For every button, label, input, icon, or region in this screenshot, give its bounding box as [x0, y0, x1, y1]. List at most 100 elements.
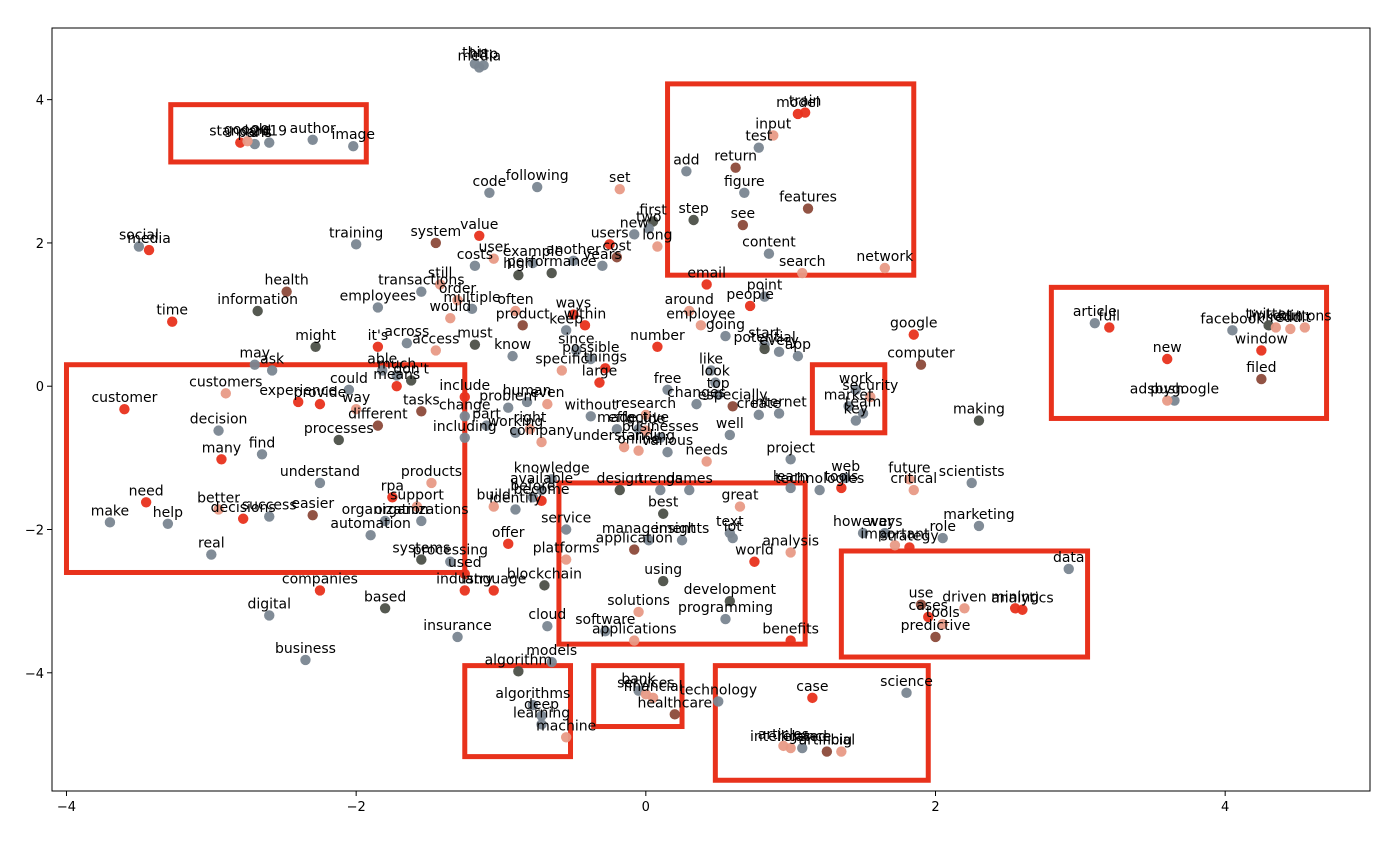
point-label: articles [758, 727, 809, 743]
point-label: it's [368, 328, 389, 344]
point-label: using [644, 562, 682, 578]
data-point [513, 666, 524, 677]
point-label: decision [190, 412, 248, 428]
data-point [365, 530, 376, 541]
point-label: author [290, 121, 336, 137]
y-axis: −4 −2 0 2 4 [25, 94, 52, 682]
data-point [560, 554, 572, 565]
data-point [611, 252, 623, 263]
data-point [658, 575, 669, 587]
data-point [213, 425, 224, 436]
data-point [560, 732, 572, 743]
data-point [1256, 345, 1267, 356]
point-label: security [842, 378, 898, 394]
point-label: since [558, 331, 594, 347]
data-point [307, 134, 318, 145]
point-label: example [503, 244, 563, 260]
point-label: platforms [533, 541, 600, 557]
point-label: work [839, 371, 874, 387]
point-label: still [428, 265, 452, 281]
data-point [937, 532, 948, 544]
point-label: needs [686, 442, 728, 458]
data-point [908, 484, 919, 496]
point-label: full [1098, 308, 1120, 324]
data-point [350, 239, 362, 250]
data-point [452, 631, 463, 643]
point-label: technology [679, 682, 757, 698]
point-label: team [845, 394, 881, 410]
data-point [469, 260, 481, 272]
data-point [799, 107, 811, 118]
point-label: management [602, 521, 696, 537]
data-point [401, 338, 413, 349]
data-point [568, 255, 579, 267]
point-label: algorithm [485, 652, 553, 668]
data-point [850, 415, 862, 426]
point-label: analytics [991, 591, 1054, 607]
point-label: role [929, 519, 956, 535]
point-label: build [477, 488, 511, 504]
point-label: intelligence [750, 729, 831, 745]
data-point [216, 454, 227, 465]
point-label: related [777, 729, 827, 745]
data-point [773, 346, 785, 358]
data-point [133, 241, 145, 252]
data-point [814, 484, 825, 496]
point-label: across [384, 324, 429, 340]
point-label: guide [626, 412, 665, 428]
point-label: multiple [443, 290, 500, 306]
point-label: look [701, 364, 731, 380]
data-point [405, 375, 417, 386]
data-point [724, 595, 736, 607]
data-point [469, 58, 481, 70]
point-label: high [503, 256, 534, 272]
highlight-box [168, 102, 369, 165]
point-label: web [831, 459, 860, 475]
data-point [571, 345, 582, 356]
data-point [730, 162, 741, 173]
data-point [973, 520, 985, 532]
data-point [585, 353, 596, 365]
point-label: many [202, 440, 241, 456]
highlight-box [838, 548, 1091, 660]
data-point [643, 535, 654, 546]
point-label: software [575, 612, 635, 628]
point-label: benefits [762, 622, 819, 638]
point-label: test [745, 129, 772, 145]
point-label: iot [724, 519, 742, 535]
data-point [865, 391, 876, 403]
data-point [242, 135, 253, 147]
data-point [792, 350, 804, 362]
data-point [459, 432, 470, 443]
data-point [488, 253, 499, 264]
data-point [879, 527, 891, 539]
point-label: help [153, 505, 183, 521]
point-label: every [759, 333, 799, 349]
data-point [966, 477, 977, 489]
point-label: make [91, 503, 129, 519]
data-point [536, 436, 547, 448]
point-label: specific [535, 351, 588, 367]
data-point [488, 501, 499, 512]
data-point [314, 477, 326, 489]
point-label: filed [1246, 360, 1276, 376]
point-label: healthcare [637, 695, 712, 711]
point-label: mining [991, 589, 1039, 605]
highlight-box [556, 480, 808, 647]
point-label: human [503, 383, 552, 399]
data-point [521, 396, 533, 408]
x-tick-label: 0 [642, 800, 650, 815]
highlight-box [665, 81, 917, 278]
data-point [314, 585, 326, 596]
point-label: project [766, 440, 815, 456]
data-point [343, 384, 355, 395]
y-tick-label: 4 [36, 94, 44, 109]
point-label: customer [91, 390, 157, 406]
point-label: product [496, 306, 550, 322]
point-label: systems [392, 541, 450, 557]
data-point [391, 370, 402, 381]
point-label: long [642, 228, 672, 244]
point-label: adsbygoogle [1130, 382, 1219, 398]
point-label: solutions [607, 593, 670, 609]
